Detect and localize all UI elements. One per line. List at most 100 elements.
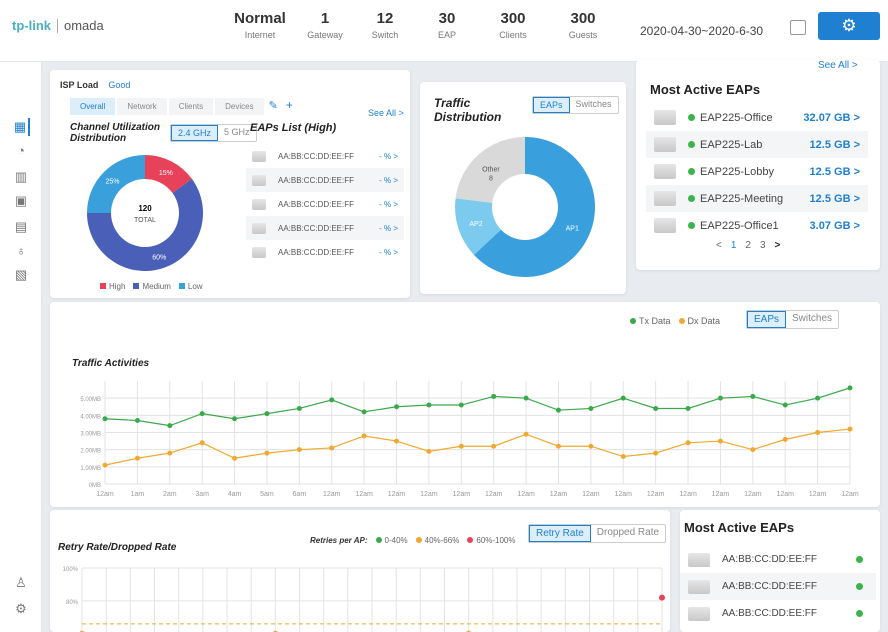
data-point[interactable] (685, 405, 691, 411)
page-3[interactable]: 3 (759, 240, 766, 251)
data-point[interactable] (167, 423, 173, 429)
toggle-retry[interactable]: Retry Rate (529, 525, 591, 542)
data-point[interactable] (717, 395, 723, 401)
data-point[interactable] (134, 455, 140, 461)
band-2g[interactable]: 2.4 GHz (171, 125, 219, 141)
data-point[interactable] (847, 385, 853, 391)
data-point[interactable] (815, 430, 821, 435)
eap-high-row[interactable]: AA:BB:CC:DD:EE:FF - % > (246, 240, 404, 264)
eap-high-row[interactable]: AA:BB:CC:DD:EE:FF - % > (246, 192, 404, 216)
dashboard-icon[interactable]: ▦ (12, 118, 30, 136)
eap-traffic[interactable]: 32.07 GB > (803, 111, 860, 124)
eap-percent[interactable]: - % > (379, 247, 398, 257)
data-point[interactable] (232, 455, 238, 461)
data-point[interactable] (458, 402, 464, 408)
page-1[interactable]: 1 (730, 240, 737, 251)
next-page[interactable]: > (774, 240, 781, 251)
data-point[interactable] (555, 443, 561, 449)
logo[interactable]: tp-link omada (12, 18, 104, 33)
log-icon[interactable]: ▧ (14, 267, 28, 282)
data-point[interactable] (426, 402, 432, 408)
calendar-icon[interactable] (790, 20, 806, 35)
data-point[interactable] (847, 426, 853, 432)
data-point[interactable] (815, 395, 821, 401)
data-point[interactable] (199, 411, 205, 417)
tab-clients[interactable]: Clients (168, 98, 214, 115)
data-point[interactable] (750, 393, 756, 399)
toggle-switches[interactable]: Switches (575, 99, 612, 109)
data-point[interactable] (361, 433, 367, 439)
donut-slice[interactable] (473, 137, 595, 277)
active-mac-row[interactable]: AA:BB:CC:DD:EE:FF (680, 546, 876, 573)
devices-icon[interactable]: ▣ (14, 193, 28, 208)
most-active-row[interactable]: EAP225-Meeting 12.5 GB > (646, 185, 868, 212)
eap-percent[interactable]: - % > (379, 199, 398, 209)
data-point[interactable] (653, 405, 659, 411)
most-active-row[interactable]: EAP225-Lobby 12.5 GB > (646, 158, 868, 185)
data-point[interactable] (394, 438, 400, 444)
toggle-eaps[interactable]: EAPs (533, 97, 570, 113)
data-point[interactable] (523, 395, 529, 401)
eap-high-row[interactable]: AA:BB:CC:DD:EE:FF - % > (246, 168, 404, 192)
data-point[interactable] (329, 397, 335, 403)
donut-slice[interactable] (145, 155, 192, 194)
clients-icon[interactable]: ▤ (14, 219, 28, 234)
most-active-see-all[interactable]: See All > (818, 60, 858, 71)
data-point[interactable] (102, 416, 108, 422)
donut-slice[interactable] (455, 137, 525, 203)
data-point[interactable] (491, 443, 497, 449)
data-point[interactable] (232, 416, 238, 422)
tab-devices[interactable]: Devices (215, 98, 264, 115)
data-point[interactable] (296, 447, 302, 453)
data-point[interactable] (782, 402, 788, 408)
data-point[interactable] (653, 450, 659, 456)
data-point[interactable] (426, 448, 432, 454)
eap-high-row[interactable]: AA:BB:CC:DD:EE:FF - % > (246, 216, 404, 240)
data-point[interactable] (588, 405, 594, 411)
data-point[interactable] (523, 431, 529, 437)
active-mac-row[interactable]: AA:BB:CC:DD:EE:FF (680, 573, 876, 600)
eap-traffic[interactable]: 3.07 GB > (809, 219, 860, 232)
toggle-switches[interactable]: Switches (792, 313, 833, 324)
eap-percent[interactable]: - % > (379, 175, 398, 185)
eap-traffic[interactable]: 12.5 GB > (809, 165, 860, 178)
eap-percent[interactable]: - % > (379, 151, 398, 161)
data-point[interactable] (134, 417, 140, 423)
edit-icon[interactable]: ✎ (268, 100, 278, 112)
insight-icon[interactable]: ♁ (16, 243, 26, 258)
most-active-row[interactable]: EAP225-Lab 12.5 GB > (646, 131, 868, 158)
donut-slice[interactable] (87, 178, 203, 271)
data-point[interactable] (329, 445, 335, 451)
map-icon[interactable]: ▥ (14, 169, 28, 184)
eap-traffic[interactable]: 12.5 GB > (809, 138, 860, 151)
statistics-icon[interactable]: ◔ (17, 143, 25, 158)
data-point[interactable] (167, 450, 173, 456)
data-point[interactable] (717, 438, 723, 444)
data-point[interactable] (394, 404, 400, 410)
data-point[interactable] (620, 454, 626, 460)
user-icon[interactable]: ♙ (15, 575, 27, 590)
settings-button[interactable]: ⚙ (818, 12, 880, 40)
donut-slice[interactable] (87, 155, 145, 213)
data-point[interactable] (750, 447, 756, 453)
eap-percent[interactable]: - % > (379, 223, 398, 233)
most-active-row[interactable]: EAP225-Office1 3.07 GB > (646, 212, 868, 239)
data-point[interactable] (264, 450, 270, 456)
page-2[interactable]: 2 (745, 240, 751, 251)
data-point[interactable] (620, 395, 626, 401)
data-point[interactable] (782, 436, 788, 442)
data-point[interactable] (555, 407, 561, 413)
toggle-dropped[interactable]: Dropped Rate (596, 527, 660, 538)
data-point[interactable] (264, 411, 270, 417)
data-point[interactable] (659, 594, 665, 601)
data-point[interactable] (102, 462, 108, 468)
data-point[interactable] (458, 443, 464, 449)
band-5g[interactable]: 5 GHz (224, 127, 250, 137)
settings-icon[interactable]: ⚙ (15, 601, 27, 616)
toggle-eaps[interactable]: EAPs (747, 311, 787, 328)
most-active-row[interactable]: EAP225-Office 32.07 GB > (646, 104, 868, 131)
active-mac-row[interactable]: AA:BB:CC:DD:EE:FF (680, 600, 876, 627)
data-point[interactable] (588, 443, 594, 449)
eap-traffic[interactable]: 12.5 GB > (809, 192, 860, 205)
data-point[interactable] (491, 393, 497, 399)
